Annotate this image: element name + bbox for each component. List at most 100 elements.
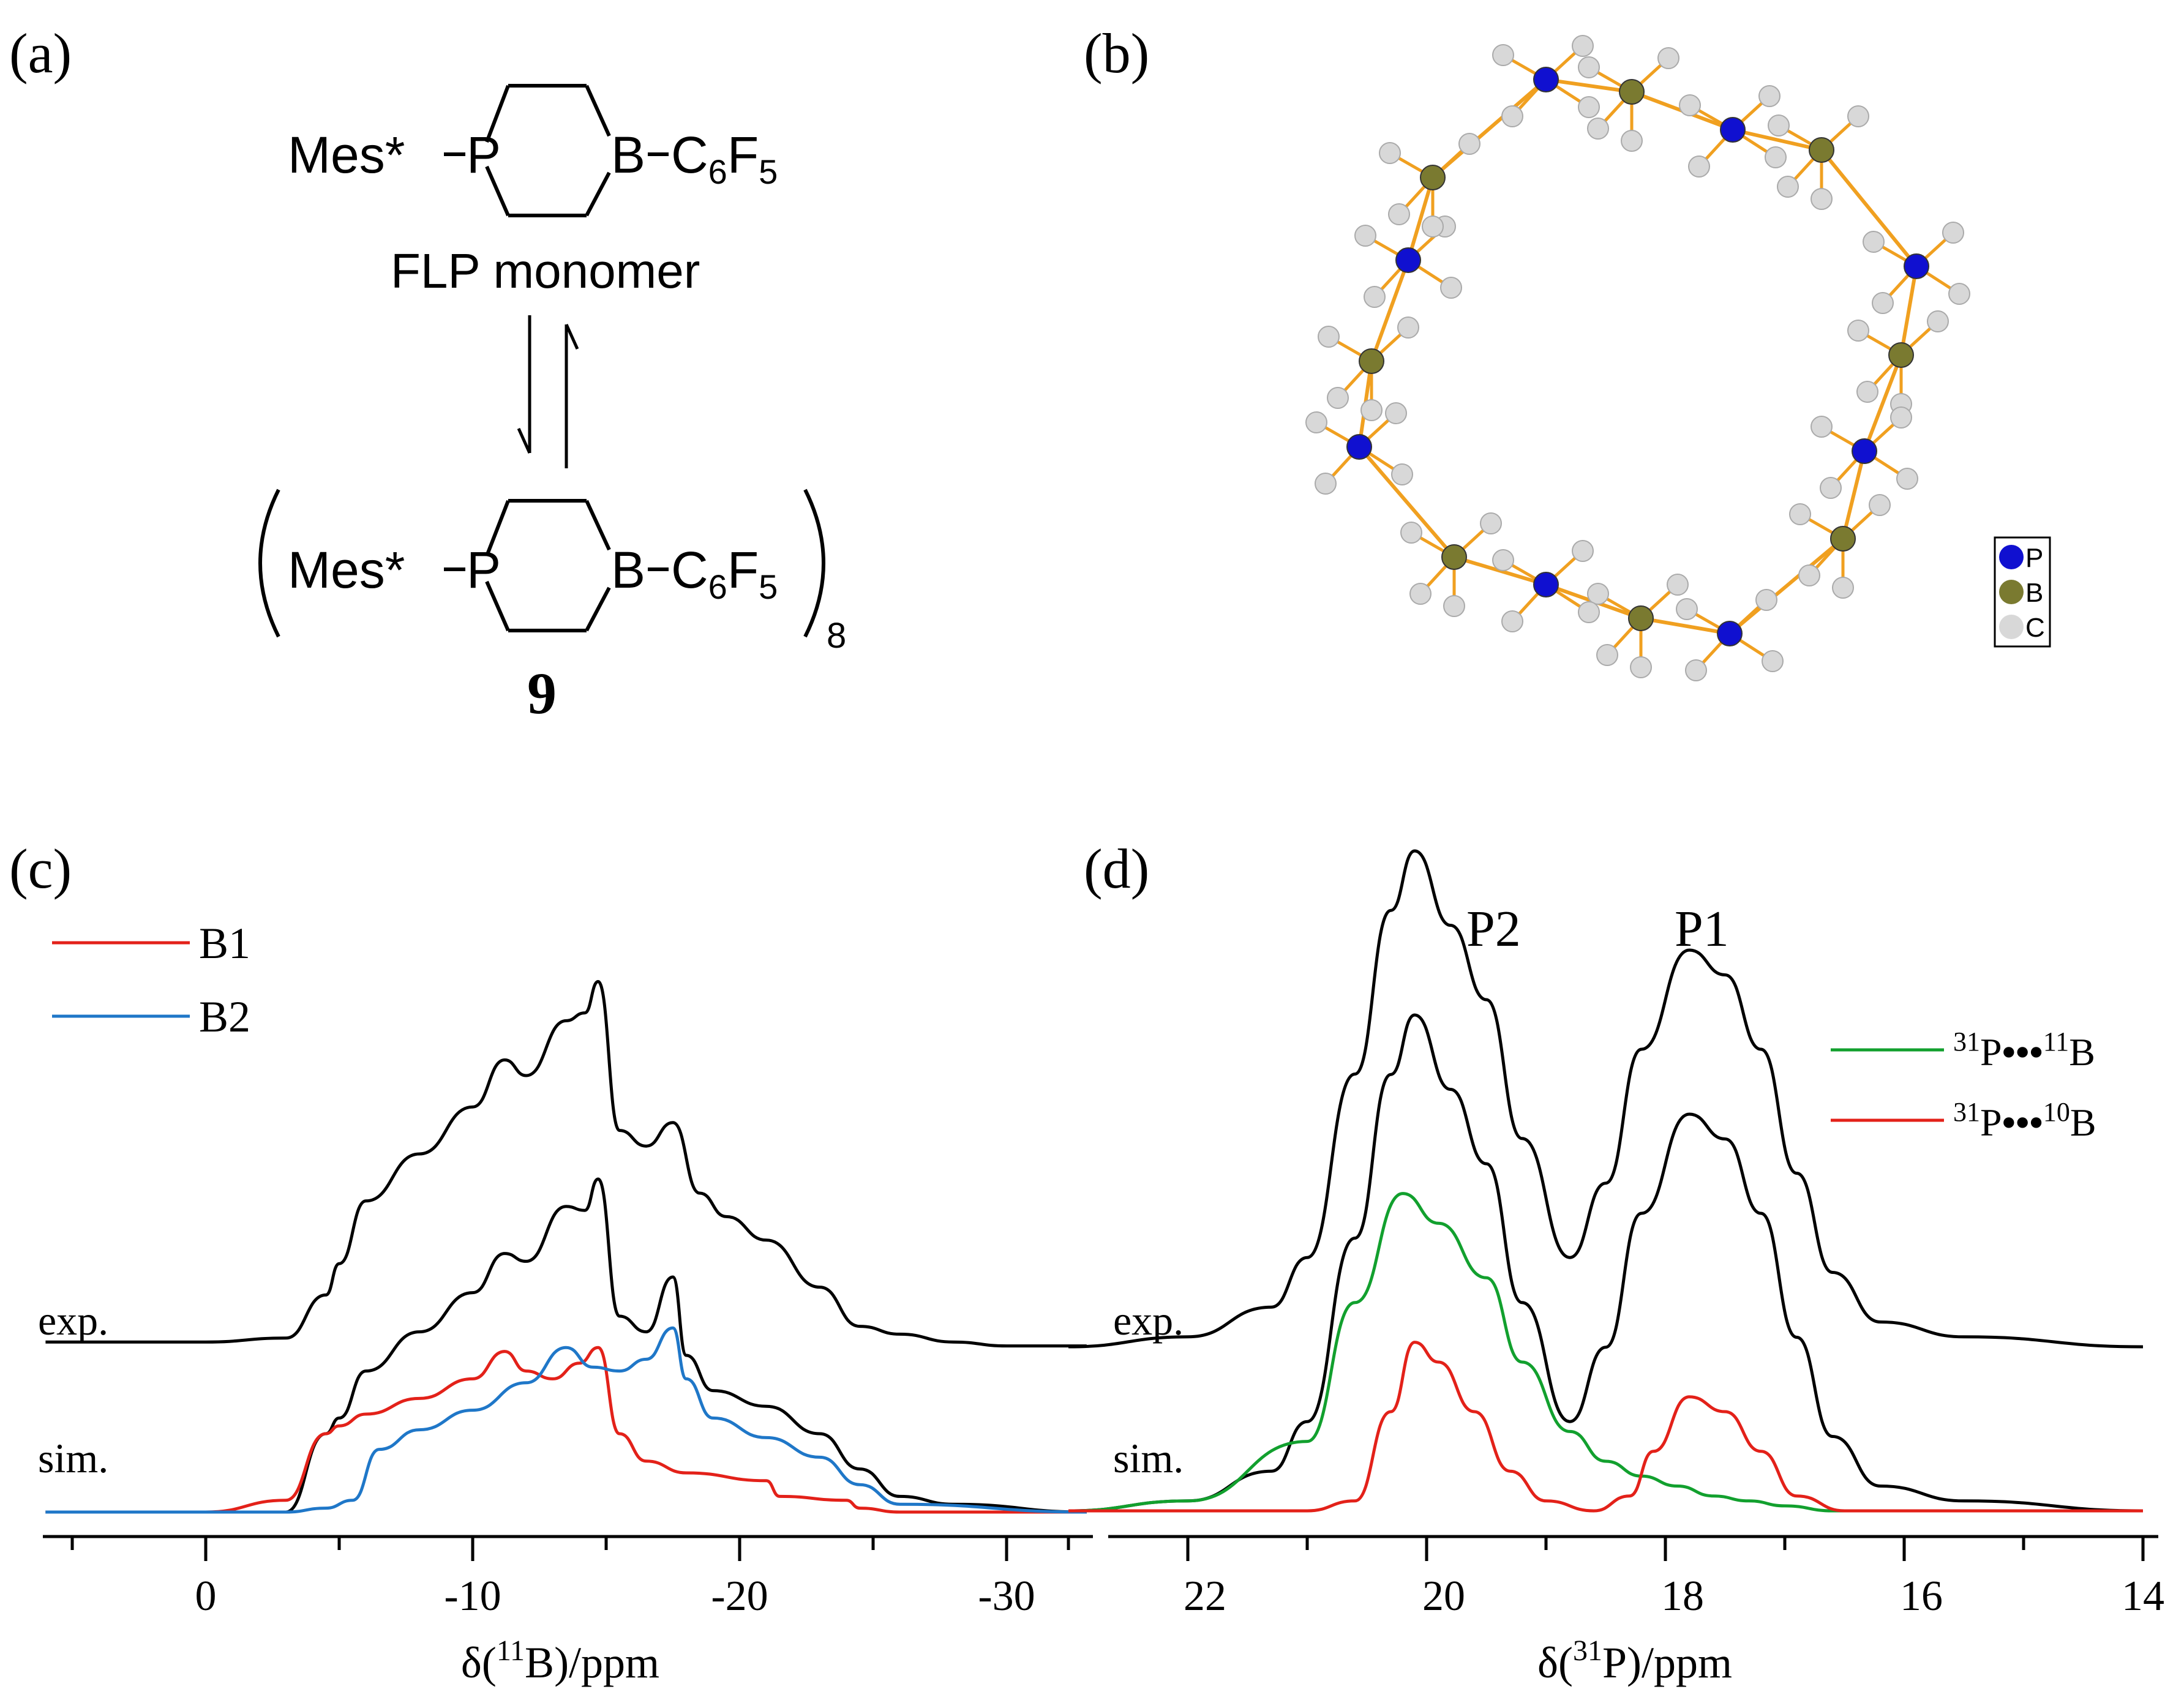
carbon-atom: [1391, 463, 1413, 485]
series-line-c-sim: [45, 1177, 1087, 1514]
carbon-atom: [1578, 601, 1600, 623]
b-atom-text: B: [611, 126, 645, 184]
ring-bond: [585, 500, 611, 551]
carbon-atom: [1572, 35, 1594, 57]
carbon-atom: [1890, 406, 1912, 429]
c6f5-text-oligomer: C6F5: [671, 541, 778, 606]
carbon-atom: [1847, 320, 1869, 342]
tick-label-neg20: -20: [711, 1573, 768, 1620]
tick-label-16: 16: [1900, 1573, 1943, 1620]
tick-label-neg30: -30: [978, 1573, 1035, 1620]
carbon-atom: [1676, 598, 1698, 620]
c6f5-text: C6F5: [671, 126, 778, 191]
carbon-atom: [1409, 583, 1432, 605]
boron-atom: [1809, 137, 1834, 163]
ring-bond: [585, 586, 611, 632]
oligomer-structure: [258, 489, 825, 638]
carbon-atom: [1388, 203, 1410, 225]
phosphorus-atom: [1346, 434, 1372, 460]
monomer-structure: [444, 84, 669, 217]
legend-p-label: P: [2025, 543, 2043, 573]
carbon-atom: [1789, 503, 1811, 525]
carbon-atom: [1869, 494, 1891, 516]
carbon-atom: [1492, 44, 1514, 66]
carbon-atom: [1820, 477, 1842, 499]
legend-p11b-label: 31P•••11B: [1953, 1027, 2095, 1074]
series-line-d-sim: [1068, 1013, 2144, 1513]
crystal-bond: [1370, 259, 1410, 362]
carbon-atom: [1811, 416, 1833, 438]
boron-atom: [1420, 165, 1446, 190]
monomer-caption: FLP monomer: [391, 244, 700, 298]
legend-b1-label: B1: [199, 919, 250, 968]
carbon-atom: [1501, 610, 1523, 632]
mes-star-text: Mes*: [288, 126, 405, 184]
series-line-c-B1: [45, 1346, 1087, 1514]
legend-p-sphere: [1999, 545, 2024, 569]
exp-label-c: exp.: [38, 1297, 108, 1344]
panel-a-label: (a): [9, 22, 72, 84]
crystal-legend: P B C: [1994, 536, 2051, 648]
crystal-bond: [1357, 446, 1456, 558]
tick-label-22: 22: [1184, 1573, 1226, 1620]
carbon-atom: [1685, 659, 1707, 681]
carbon-atom: [1896, 468, 1918, 490]
boron-atom: [1619, 79, 1645, 105]
panel-a: (a) Mes* P B C6F5 FLP monomer: [9, 22, 846, 726]
carbon-atom: [1948, 283, 1970, 305]
phosphorus-atom: [1852, 438, 1877, 464]
carbon-atom: [1856, 381, 1878, 403]
crystal-bond: [1820, 149, 1918, 268]
carbon-atom: [1440, 277, 1462, 299]
carbon-atom: [1318, 326, 1340, 348]
x-axis-title-d: δ(31P)/ppm: [1537, 1634, 1732, 1687]
carbon-atom: [1667, 574, 1689, 596]
crystal-bond: [1545, 78, 1632, 94]
series-line-d-31P11B: [1068, 1192, 2143, 1513]
phosphorus-atom: [1533, 67, 1559, 92]
carbon-atom: [1422, 215, 1444, 238]
phosphorus-atom: [1904, 253, 1929, 279]
carbon-atom: [1360, 399, 1383, 421]
phosphorus-atom: [1720, 117, 1746, 143]
carbon-atom: [1572, 540, 1594, 562]
arrow-up-head: [565, 323, 579, 350]
b-atom-text-oligomer: B: [611, 541, 645, 599]
boron-atom: [1359, 348, 1384, 374]
oligomer-subscript: 8: [827, 616, 846, 656]
carbon-atom: [1587, 583, 1609, 605]
ring-bond: [585, 171, 611, 217]
carbon-atom: [1578, 96, 1600, 118]
carbon-atom: [1379, 142, 1401, 164]
panel-b: (b) P B C: [1084, 22, 2051, 681]
panel-b-label: (b): [1084, 22, 1149, 84]
sim-label-c: sim.: [38, 1435, 108, 1481]
crystal-bond: [1841, 451, 1866, 539]
legend-b-sphere: [1999, 580, 2024, 604]
peak-label-p1: P1: [1675, 901, 1729, 957]
carbon-atom: [1480, 512, 1502, 534]
carbon-atom: [1578, 56, 1600, 78]
series-line-d-exp: [1068, 849, 2144, 1349]
crystal-bond: [1899, 266, 1918, 356]
boron-atom: [1888, 342, 1914, 368]
carbon-atom: [1872, 292, 1894, 314]
boron-atom: [1830, 526, 1856, 552]
ring-bond: [485, 165, 510, 217]
carbon-atom: [1397, 316, 1419, 339]
ring-bond: [485, 84, 510, 143]
series-line-c-exp: [45, 979, 1087, 1348]
legend-c-label: C: [2025, 613, 2045, 643]
crystal-bond: [1406, 177, 1435, 261]
peak-label-p2: P2: [1466, 901, 1521, 957]
carbon-atom: [1777, 176, 1799, 198]
carbon-atom: [1863, 231, 1885, 253]
carbon-atom: [1458, 133, 1480, 155]
legend-c-sphere: [1999, 615, 2024, 639]
panel-d-label: (d): [1084, 837, 1149, 900]
carbon-atom: [1762, 650, 1784, 672]
right-paren: [803, 489, 825, 638]
carbon-atom: [1621, 130, 1643, 152]
left-paren: [258, 489, 280, 638]
